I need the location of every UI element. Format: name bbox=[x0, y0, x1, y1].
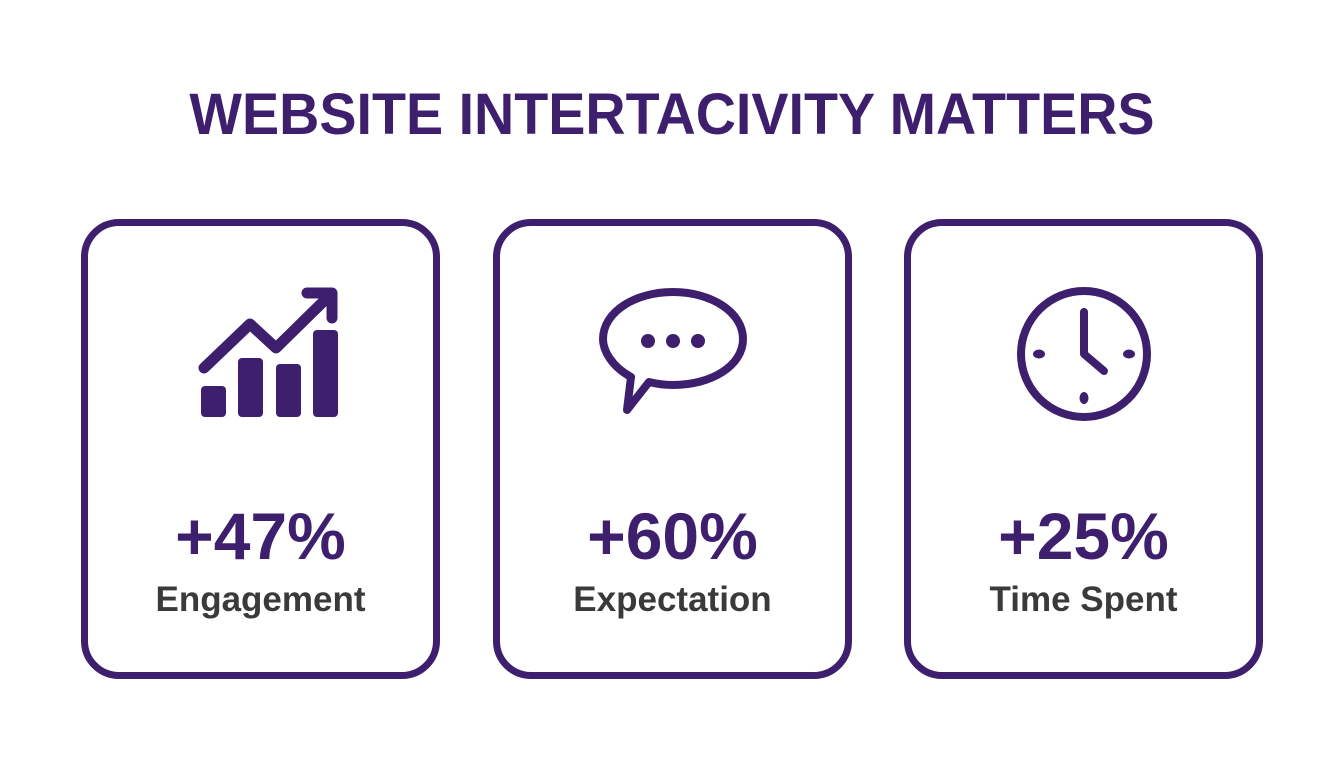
stat-card-expectation: +60% Expectation bbox=[493, 219, 852, 679]
stat-label: Expectation bbox=[573, 580, 772, 619]
stat-label: Engagement bbox=[155, 580, 366, 619]
page-title: WEBSITE INTERTACIVITY MATTERS bbox=[189, 82, 1155, 147]
stat-card-engagement: +47% Engagement bbox=[81, 219, 440, 679]
stat-value: +25% bbox=[998, 499, 1169, 573]
clock-icon bbox=[1004, 284, 1164, 434]
stat-value: +47% bbox=[175, 499, 346, 573]
stat-value: +60% bbox=[587, 499, 758, 573]
stat-label: Time Spent bbox=[989, 580, 1178, 619]
stat-card-time-spent: +25% Time Spent bbox=[904, 219, 1263, 679]
chart-growth-icon bbox=[181, 284, 341, 434]
speech-bubble-icon bbox=[593, 284, 753, 434]
